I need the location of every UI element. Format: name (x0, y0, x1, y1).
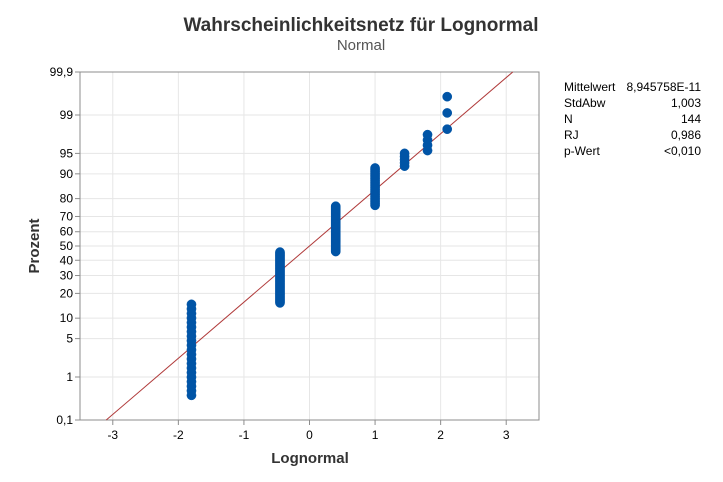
y-tick-label: 60 (60, 225, 74, 239)
x-tick-label: 0 (306, 428, 313, 442)
y-tick-label: 40 (60, 253, 74, 267)
stats-label: RJ (564, 128, 579, 142)
stats-value: 8,945758E-11 (626, 80, 701, 94)
stats-label: Mittelwert (564, 80, 616, 94)
data-point (422, 129, 433, 140)
data-point (370, 163, 380, 173)
data-point (330, 201, 341, 212)
chart-title: Wahrscheinlichkeitsnetz für Lognormal (183, 15, 538, 36)
y-tick-label: 30 (60, 269, 74, 283)
stats-label: N (564, 112, 573, 126)
data-point (186, 299, 197, 310)
x-tick-label: 3 (503, 428, 510, 442)
stats-label: StdAbw (564, 96, 606, 110)
y-tick-label: 95 (60, 146, 74, 160)
stats-label: p-Wert (564, 144, 600, 158)
y-tick-label: 90 (60, 167, 74, 181)
stats-value: 1,003 (671, 96, 701, 110)
data-point (275, 247, 285, 257)
y-tick-label: 20 (60, 286, 74, 300)
statistics-table: Mittelwert 8,945758E-11 StdAbw 1,003 N 144 RJ 0… (564, 80, 701, 158)
x-axis-label: Lognormal (271, 450, 349, 467)
y-tick-label: 99 (60, 108, 74, 122)
data-point (442, 108, 453, 118)
data-point (442, 91, 453, 102)
stats-value: 0,986 (671, 128, 701, 142)
chart-subtitle: Normal (337, 37, 385, 54)
x-tick-label: -2 (173, 428, 184, 442)
y-tick-label: 99,9 (50, 65, 74, 79)
y-tick-label: 10 (60, 311, 74, 325)
data-point (442, 124, 453, 135)
data-points (186, 91, 453, 401)
y-tick-label: 1 (66, 370, 73, 384)
y-axis-label: Prozent (26, 218, 43, 273)
x-tick-label: -1 (239, 428, 250, 442)
x-tick-label: -3 (107, 428, 118, 442)
y-tick-label: 5 (66, 332, 73, 346)
x-axis-ticks: -3 -2 -1 0 1 2 3 (107, 420, 510, 442)
stats-value: <0,010 (664, 144, 701, 158)
y-tick-label: 0,1 (56, 413, 73, 427)
stats-value: 144 (681, 112, 701, 126)
y-tick-label: 80 (60, 192, 74, 206)
data-point (399, 148, 410, 159)
y-tick-label: 70 (60, 209, 74, 223)
y-tick-label: 50 (60, 239, 74, 253)
x-tick-label: 1 (372, 428, 379, 442)
x-tick-label: 2 (437, 428, 444, 442)
